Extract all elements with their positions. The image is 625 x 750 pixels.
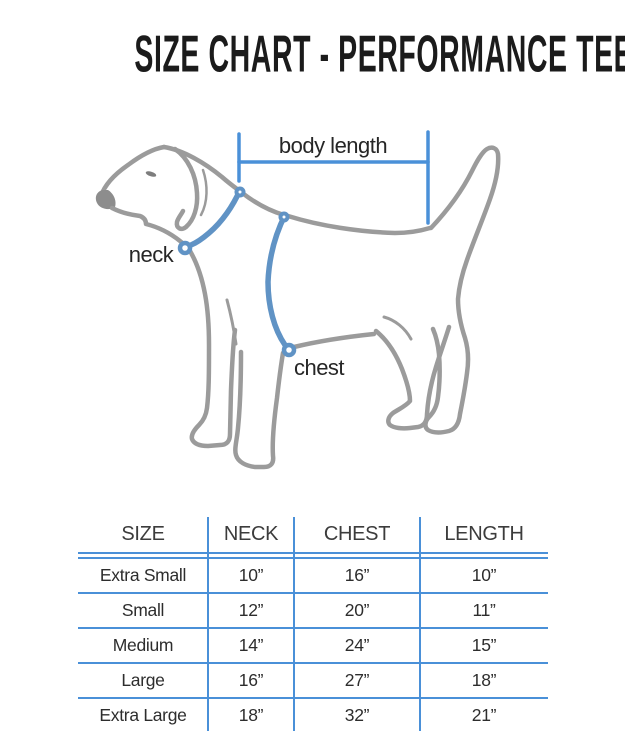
- table-row: Extra Large 18” 32” 21”: [78, 699, 548, 732]
- cell-neck: 12”: [238, 600, 264, 620]
- body-length-dimension: [237, 130, 430, 225]
- neck-band-ring: [177, 240, 193, 256]
- chest-label: chest: [293, 355, 345, 380]
- cell-chest: 24”: [344, 635, 370, 655]
- table-row: Extra Small 10” 16” 10”: [78, 559, 548, 594]
- neck-band-hook: [234, 186, 246, 198]
- table-header-double-rule: [78, 552, 548, 559]
- table-row: Large 16” 27” 18”: [78, 664, 548, 699]
- cell-size: Medium: [112, 635, 174, 655]
- dog-head-outline: [98, 144, 167, 199]
- column-header-chest: CHEST: [323, 523, 391, 545]
- column-header-size: SIZE: [121, 523, 165, 545]
- dog-back-outline-rear: [285, 213, 433, 236]
- cell-chest: 20”: [344, 600, 370, 620]
- cell-size: Large: [121, 670, 165, 690]
- cell-length: 18”: [471, 670, 497, 690]
- table-column-divider: [293, 517, 295, 731]
- cell-neck: 14”: [238, 635, 264, 655]
- cell-size: Extra Small: [99, 565, 187, 585]
- dog-ear-inner-line: [199, 168, 208, 217]
- neck-label: neck: [128, 242, 174, 267]
- dog-belly-outline: [291, 331, 377, 350]
- size-chart-table: SIZE NECK CHEST LENGTH Extra Small 10” 1…: [78, 517, 548, 731]
- cell-chest: 16”: [344, 565, 370, 585]
- measurement-bands: [177, 186, 297, 358]
- cell-neck: 18”: [238, 705, 264, 725]
- cell-neck: 16”: [238, 670, 264, 690]
- dog-rear-leg-near: [373, 324, 452, 431]
- cell-size: Extra Large: [99, 705, 187, 725]
- dog-thigh-line: [382, 315, 413, 341]
- body-length-label: body length: [278, 133, 388, 158]
- table-body: Extra Small 10” 16” 10” Small 12” 20” 11…: [78, 559, 548, 732]
- cell-neck: 10”: [238, 565, 264, 585]
- cell-length: 11”: [472, 600, 496, 620]
- column-header-neck: NECK: [223, 523, 279, 545]
- dog-elbow-line: [225, 298, 238, 346]
- dog-ear: [172, 146, 200, 232]
- dog-illustration: [95, 144, 501, 470]
- dog-front-leg-near: [187, 248, 238, 449]
- cell-size: Small: [121, 600, 165, 620]
- chest-band-hook: [278, 211, 290, 223]
- cell-length: 10”: [471, 565, 497, 585]
- dog-measurement-diagram: [95, 130, 501, 470]
- cell-chest: 32”: [344, 705, 370, 725]
- table-column-divider: [419, 517, 421, 731]
- table-header-row: SIZE NECK CHEST LENGTH: [78, 517, 548, 552]
- chest-band: [265, 212, 288, 348]
- neck-band: [188, 187, 243, 248]
- dog-back-outline-front: [238, 189, 287, 218]
- cell-chest: 27”: [344, 670, 370, 690]
- table-row: Medium 14” 24” 15”: [78, 629, 548, 664]
- table-column-divider: [207, 517, 209, 731]
- cell-length: 21”: [471, 705, 497, 725]
- chest-band-ring: [281, 342, 297, 358]
- dog-nose: [95, 190, 116, 210]
- dog-front-leg-far: [233, 349, 286, 470]
- column-header-length: LENGTH: [444, 523, 524, 545]
- dog-eye: [145, 171, 157, 177]
- table-row: Small 12” 20” 11”: [78, 594, 548, 629]
- dog-tail-and-rear-leg: [423, 145, 501, 435]
- cell-length: 15”: [471, 635, 497, 655]
